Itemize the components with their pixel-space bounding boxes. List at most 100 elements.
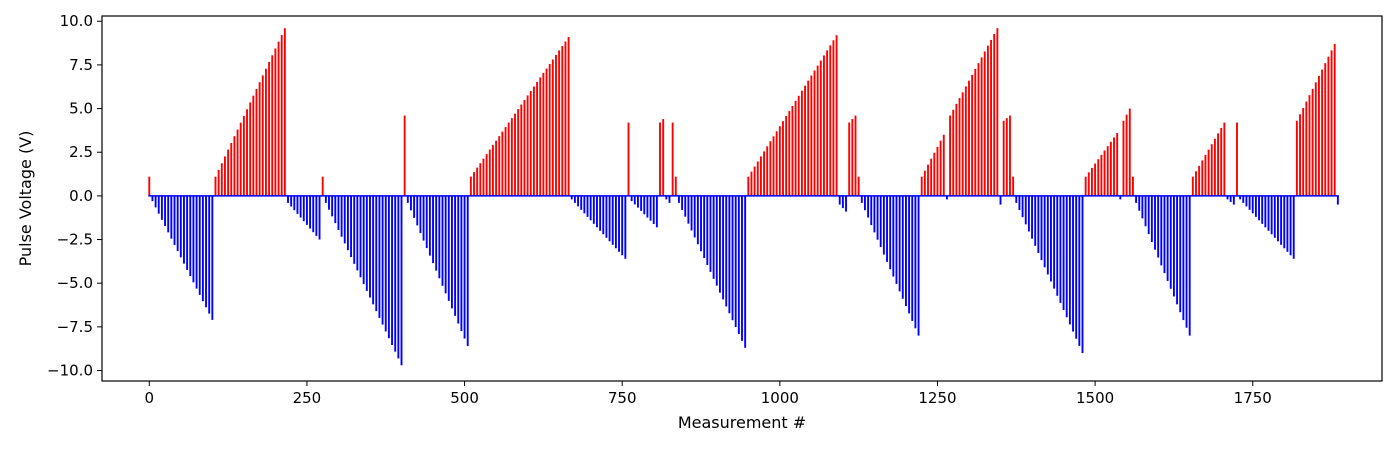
y-tick-label-4: 0.0 xyxy=(69,187,93,205)
bar-81 xyxy=(403,115,406,196)
bar-199 xyxy=(775,131,778,196)
bar-321 xyxy=(1160,195,1163,266)
bar-64 xyxy=(350,195,353,257)
bar-233 xyxy=(882,195,885,255)
bar-110 xyxy=(495,140,498,196)
bar-152 xyxy=(627,122,630,196)
bar-10 xyxy=(179,195,182,258)
bar-15 xyxy=(195,195,198,289)
bar-51 xyxy=(309,195,312,229)
bar-133 xyxy=(567,36,570,196)
bar-277 xyxy=(1021,195,1024,218)
bar-14 xyxy=(192,195,195,283)
plot-frame xyxy=(101,15,1383,382)
bar-362 xyxy=(1289,195,1292,256)
bar-238 xyxy=(898,195,901,292)
bar-85 xyxy=(416,195,419,226)
bar-272 xyxy=(1005,118,1008,196)
bar-143 xyxy=(599,195,602,231)
bar-40 xyxy=(274,48,277,196)
bar-39 xyxy=(271,55,274,196)
bar-328 xyxy=(1182,195,1185,321)
bar-131 xyxy=(561,46,564,196)
bar-113 xyxy=(504,127,507,196)
bar-185 xyxy=(731,195,734,321)
bar-312 xyxy=(1131,176,1134,196)
bar-318 xyxy=(1150,195,1153,242)
bar-149 xyxy=(618,195,620,252)
bar-242 xyxy=(911,195,914,321)
bar-61 xyxy=(340,195,343,237)
bar-235 xyxy=(889,195,892,270)
bar-193 xyxy=(756,161,759,196)
bar-128 xyxy=(551,59,554,196)
bar-349 xyxy=(1248,195,1251,210)
bar-82 xyxy=(406,195,409,203)
bar-169 xyxy=(681,195,684,210)
bar-374 xyxy=(1327,56,1330,196)
bar-171 xyxy=(687,195,690,224)
bar-257 xyxy=(958,98,961,196)
y-tick-label-5: 2.5 xyxy=(69,143,93,161)
bar-94 xyxy=(444,195,447,294)
bar-112 xyxy=(501,131,504,196)
x-tick-label-4: 1000 xyxy=(761,389,799,407)
bar-348 xyxy=(1245,195,1248,207)
y-tick-label-3: −2.5 xyxy=(57,231,93,249)
bar-331 xyxy=(1191,176,1194,196)
bar-353 xyxy=(1261,195,1264,224)
y-axis-label: Pulse Voltage (V) xyxy=(16,131,35,267)
bar-239 xyxy=(901,195,904,299)
bar-8 xyxy=(173,195,176,245)
bar-218 xyxy=(835,35,838,196)
bar-87 xyxy=(422,195,425,241)
bar-43 xyxy=(283,28,286,196)
bar-368 xyxy=(1308,95,1311,196)
bar-54 xyxy=(318,195,321,240)
bar-33 xyxy=(252,95,255,196)
bar-264 xyxy=(980,57,983,196)
bar-288 xyxy=(1056,195,1059,296)
bar-135 xyxy=(573,195,576,203)
bar-190 xyxy=(747,176,750,196)
bar-141 xyxy=(592,195,595,224)
bar-341 xyxy=(1223,122,1226,196)
bar-197 xyxy=(769,141,772,196)
bar-88 xyxy=(425,195,428,249)
bar-281 xyxy=(1034,195,1037,246)
bar-126 xyxy=(545,68,548,196)
bar-276 xyxy=(1018,195,1021,211)
bar-336 xyxy=(1207,149,1210,196)
bar-145 xyxy=(605,195,608,238)
bar-95 xyxy=(447,195,450,301)
bar-191 xyxy=(750,171,753,196)
bar-200 xyxy=(778,126,781,196)
bar-115 xyxy=(510,118,513,196)
bar-260 xyxy=(968,80,970,196)
bar-49 xyxy=(302,195,305,222)
x-tick-label-2: 500 xyxy=(450,389,479,407)
bar-63 xyxy=(346,195,349,251)
bar-365 xyxy=(1299,114,1301,196)
bar-287 xyxy=(1053,195,1056,289)
bar-17 xyxy=(201,195,204,302)
bar-91 xyxy=(435,195,438,271)
bar-58 xyxy=(331,195,334,217)
bar-266 xyxy=(986,45,989,196)
bar-360 xyxy=(1283,195,1286,249)
bar-227 xyxy=(864,195,866,211)
bar-206 xyxy=(797,95,800,196)
bar-319 xyxy=(1154,195,1156,250)
bar-73 xyxy=(378,195,381,318)
bar-156 xyxy=(640,195,643,211)
bar-186 xyxy=(734,195,737,328)
bar-154 xyxy=(633,195,636,205)
bar-184 xyxy=(728,195,731,314)
bar-146 xyxy=(608,195,611,242)
bar-350 xyxy=(1251,195,1254,214)
bar-279 xyxy=(1027,195,1030,232)
bar-66 xyxy=(356,195,359,271)
bar-225 xyxy=(857,176,860,196)
bar-4 xyxy=(160,195,163,220)
